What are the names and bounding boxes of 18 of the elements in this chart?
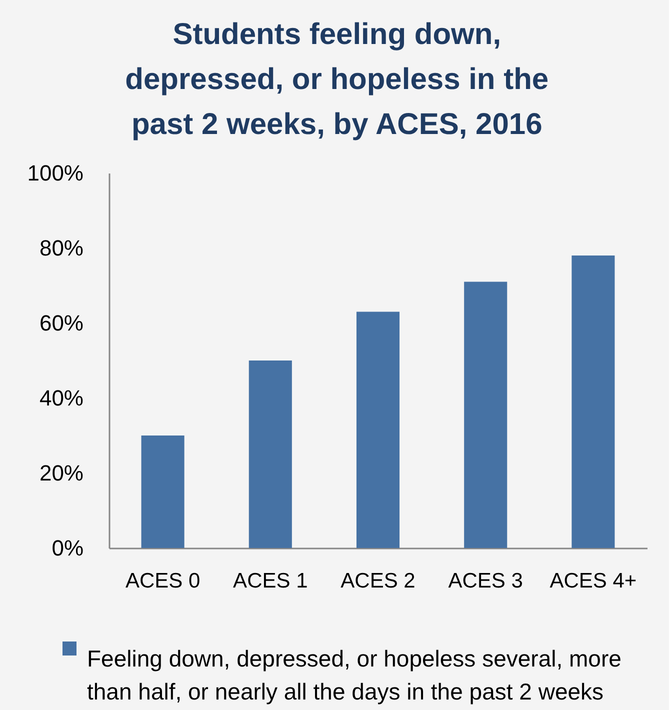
x-tick-label: ACES 3: [448, 570, 523, 592]
y-tick-label: 0%: [52, 536, 84, 560]
bar: [248, 360, 292, 548]
y-tick-label: 60%: [39, 310, 84, 336]
x-tick-label: ACES 2: [340, 570, 416, 592]
bar: [141, 436, 184, 548]
bar: [356, 312, 400, 548]
y-tick-label: 20%: [39, 460, 84, 486]
y-tick-label: 100%: [27, 160, 84, 186]
y-tick-label: 40%: [39, 386, 84, 410]
y-tick-label: 80%: [39, 236, 84, 260]
x-tick-label: ACES 1: [233, 570, 308, 592]
bar: [572, 256, 615, 548]
chart-title: Students feeling down, depressed, or hopeless in the past 2 weeks, by ACES, 2016: [125, 18, 549, 141]
x-tick-label: ACES 0: [125, 570, 200, 592]
bar: [464, 282, 508, 548]
legend-label: Feeling down, depressed, or hopeless several, more than half, or nearly all the days in the past 2 weeks: [87, 646, 622, 704]
x-tick-label: ACES 4+: [550, 570, 637, 592]
